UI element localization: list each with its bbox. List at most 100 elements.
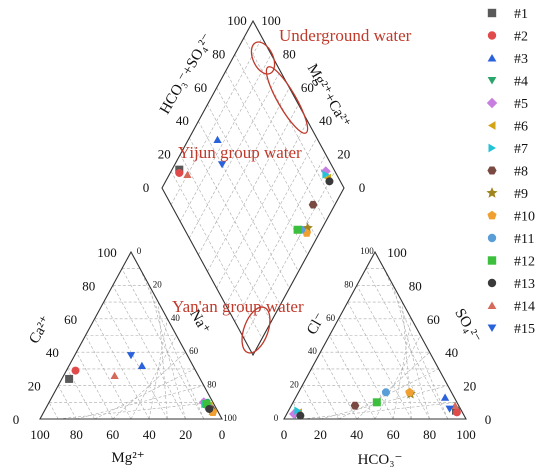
cation-triangle-grid-line: [58, 402, 213, 420]
anion-triangle-grid-line: [292, 402, 303, 420]
cation-left-tick-label: 60: [64, 312, 77, 327]
legend-marker-13: [487, 278, 497, 288]
anion-right-tick-label: 20: [463, 379, 476, 394]
point-anion-14: [450, 401, 460, 409]
anion-triangle-grid-line: [320, 385, 448, 420]
point-anion-13: [296, 411, 305, 420]
legend-marker-9: [486, 187, 498, 198]
legend-marker-10: [487, 210, 497, 220]
anion-right-tick-label: 80: [409, 278, 422, 293]
legend-marker-12: [487, 256, 497, 265]
legend-marker-5: [486, 97, 498, 109]
cation-left-tick-label: 0: [13, 412, 20, 427]
diamond-grid-line: [216, 121, 308, 289]
point-anion-3: [440, 393, 450, 401]
anion-left-tick-label: 80: [344, 279, 354, 289]
anion-triangle-grid-line: [356, 285, 430, 420]
anion-left-tick-label: 60: [326, 313, 336, 323]
anion-left-tick-label: 100: [360, 246, 374, 256]
diamond-left-tick-label: 20: [158, 147, 171, 162]
legend-marker-3: [487, 54, 497, 62]
point-diamond-3: [213, 135, 222, 143]
anion-right-tick-label: 40: [445, 345, 458, 360]
anion-triangle-grid-line: [311, 368, 339, 420]
cation-left-tick-label: 80: [82, 278, 95, 293]
diamond-grid-line: [170, 171, 263, 339]
point-diamond-8: [308, 200, 318, 209]
axis-label-cation-bottom: Mg²⁺: [111, 450, 144, 466]
diamond-left-tick-label: 0: [143, 180, 150, 195]
point-anion-7: [294, 406, 302, 415]
diamond-right-tick-label: 60: [301, 80, 314, 95]
point-cation-1: [65, 374, 74, 383]
legend-marker-2: [487, 31, 497, 40]
cation-triangle-grid-line: [130, 335, 177, 420]
legend-marker-8: [487, 166, 497, 175]
annotation-yanan-group-water: Yan'an group water: [172, 297, 304, 316]
grid-layer: [48, 37, 457, 420]
legend-label-1: #1: [514, 7, 528, 22]
diamond-left-tick-label: 60: [194, 80, 207, 95]
legend: #1 #2 #3 #4 #5 #6 #7 #8 #9 #10 #11 #12 #13 #14 #15: [486, 7, 535, 337]
legend-label-4: #4: [514, 75, 528, 90]
point-cation-3: [137, 361, 147, 369]
cation-triangle-frame: [39, 250, 223, 420]
legend-label-5: #5: [514, 97, 528, 112]
axis-label-cation-left: Ca²⁺: [26, 313, 54, 346]
point-diamond-2: [175, 168, 184, 177]
annotation-yijun-group-water: Yijun group water: [178, 143, 302, 162]
legend-marker-11: [487, 233, 497, 243]
legend-marker-6: [488, 121, 496, 130]
cation-triangle-grid-line: [139, 268, 205, 420]
cation-bottom-tick-label: 80: [70, 427, 83, 442]
yijun-cluster-ellipse: [265, 66, 309, 134]
diamond-grid-line: [216, 87, 308, 255]
axis-label-anion-right: SO₄²⁻: [451, 306, 483, 346]
diamond-right-tick-label: 100: [261, 13, 281, 28]
cation-triangle-grid-line: [121, 268, 205, 420]
cation-right-tick-label: 40: [171, 313, 181, 323]
diamond-left-tick-label: 80: [212, 46, 225, 61]
point-cation-13: [205, 404, 214, 413]
cation-triangle-grid-line: [94, 318, 150, 420]
anion-triangle-grid-line: [338, 318, 394, 420]
diamond-grid-line: [234, 54, 327, 222]
legend-marker-15: [487, 324, 497, 332]
anion-triangle-grid-line: [329, 335, 376, 420]
point-anion-11: [381, 388, 390, 397]
point-anion-10: [405, 387, 414, 396]
anion-triangle-grid-line: [365, 268, 449, 420]
diamond-grid-line: [207, 104, 299, 272]
legend-label-6: #6: [514, 120, 528, 135]
anion-bottom-tick-label: 0: [281, 427, 288, 442]
cation-left-tick-label: 20: [28, 379, 41, 394]
diamond-left-tick-label: 100: [227, 13, 247, 28]
diamond-grid-line: [179, 154, 272, 322]
diamond-grid-line: [243, 37, 336, 205]
legend-label-9: #9: [514, 187, 528, 202]
legend-marker-14: [487, 301, 497, 309]
diamond-right-tick-label: 40: [319, 113, 332, 128]
underground-cluster-ellipse: [250, 41, 276, 75]
cation-right-tick-label: 20: [153, 279, 163, 289]
diamond-frame: [161, 19, 345, 357]
cation-bottom-tick-label: 100: [30, 427, 50, 442]
cation-right-tick-label: 100: [223, 413, 237, 423]
diamond-right-tick-label: 0: [359, 180, 366, 195]
diamond-grid-line: [225, 137, 317, 306]
anion-bottom-tick-label: 20: [314, 427, 327, 442]
anion-triangle-grid-line: [320, 352, 358, 420]
cation-right-tick-label: 60: [189, 346, 199, 356]
yanan-cluster-ellipse: [241, 306, 271, 354]
legend-label-10: #10: [514, 210, 535, 225]
cation-triangle-grid-line: [103, 301, 168, 420]
anion-triangle-grid-line: [402, 302, 412, 420]
anion-triangle-frame: [283, 250, 467, 420]
cation-triangle-grid-line: [85, 335, 132, 420]
legend-label-8: #8: [514, 165, 528, 180]
anion-triangle-grid-line: [302, 402, 457, 420]
axis-label-anion-bottom: HCO₃⁻: [358, 452, 403, 468]
anion-right-tick-label: 100: [387, 245, 407, 260]
cation-triangle-grid-line: [76, 352, 114, 420]
